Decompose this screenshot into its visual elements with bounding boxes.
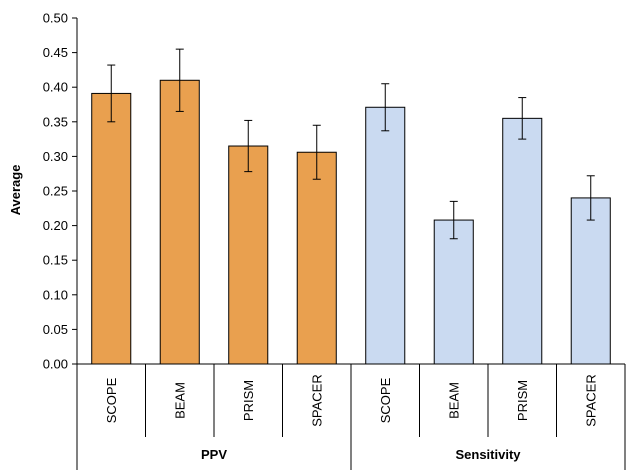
bar-ppv-prism — [228, 145, 269, 365]
x-category-label: SPACER — [309, 374, 324, 427]
x-category-label: BEAM — [446, 382, 461, 419]
bar-sensitivity-spacer — [570, 197, 611, 365]
y-tick-label: 0.30 — [43, 149, 68, 164]
x-category-label: SPACER — [583, 374, 598, 427]
y-tick-label: 0.45 — [43, 45, 68, 60]
y-tick-label: 0.05 — [43, 322, 68, 337]
y-tick-label: 0.20 — [43, 218, 68, 233]
y-axis: 0.00 0.05 0.10 0.15 0.20 0.25 0.30 0.35 0.40 0.45… — [43, 11, 78, 372]
y-tick-label: 0.10 — [43, 287, 68, 302]
bars — [91, 48, 611, 365]
group-label-ppv: PPV — [201, 447, 227, 462]
x-category-label: PRISM — [241, 380, 256, 421]
group-label-sensitivity: Sensitivity — [455, 447, 521, 462]
bar-ppv-spacer — [296, 151, 337, 365]
y-tick-label: 0.35 — [43, 114, 68, 129]
y-tick-label: 0.00 — [43, 357, 68, 372]
bar-ppv-scope — [91, 92, 132, 365]
bar-sensitivity-scope — [365, 106, 406, 365]
y-tick-label: 0.40 — [43, 80, 68, 95]
y-tick-label: 0.50 — [43, 11, 68, 26]
y-axis-label: Average — [8, 165, 23, 216]
bar-sensitivity-prism — [502, 117, 543, 365]
x-category-label: SCOPE — [104, 377, 119, 423]
y-tick-label: 0.25 — [43, 184, 68, 199]
x-axis: SCOPE BEAM PRISM SPACER SCOPE BEAM PRISM SPACER… — [76, 363, 626, 470]
bar-ppv-beam — [159, 79, 200, 365]
x-category-label: BEAM — [172, 382, 187, 419]
bar-sensitivity-beam — [433, 219, 474, 365]
y-tick-label: 0.15 — [43, 253, 68, 268]
x-category-label: SCOPE — [378, 377, 393, 423]
x-category-label: PRISM — [515, 380, 530, 421]
